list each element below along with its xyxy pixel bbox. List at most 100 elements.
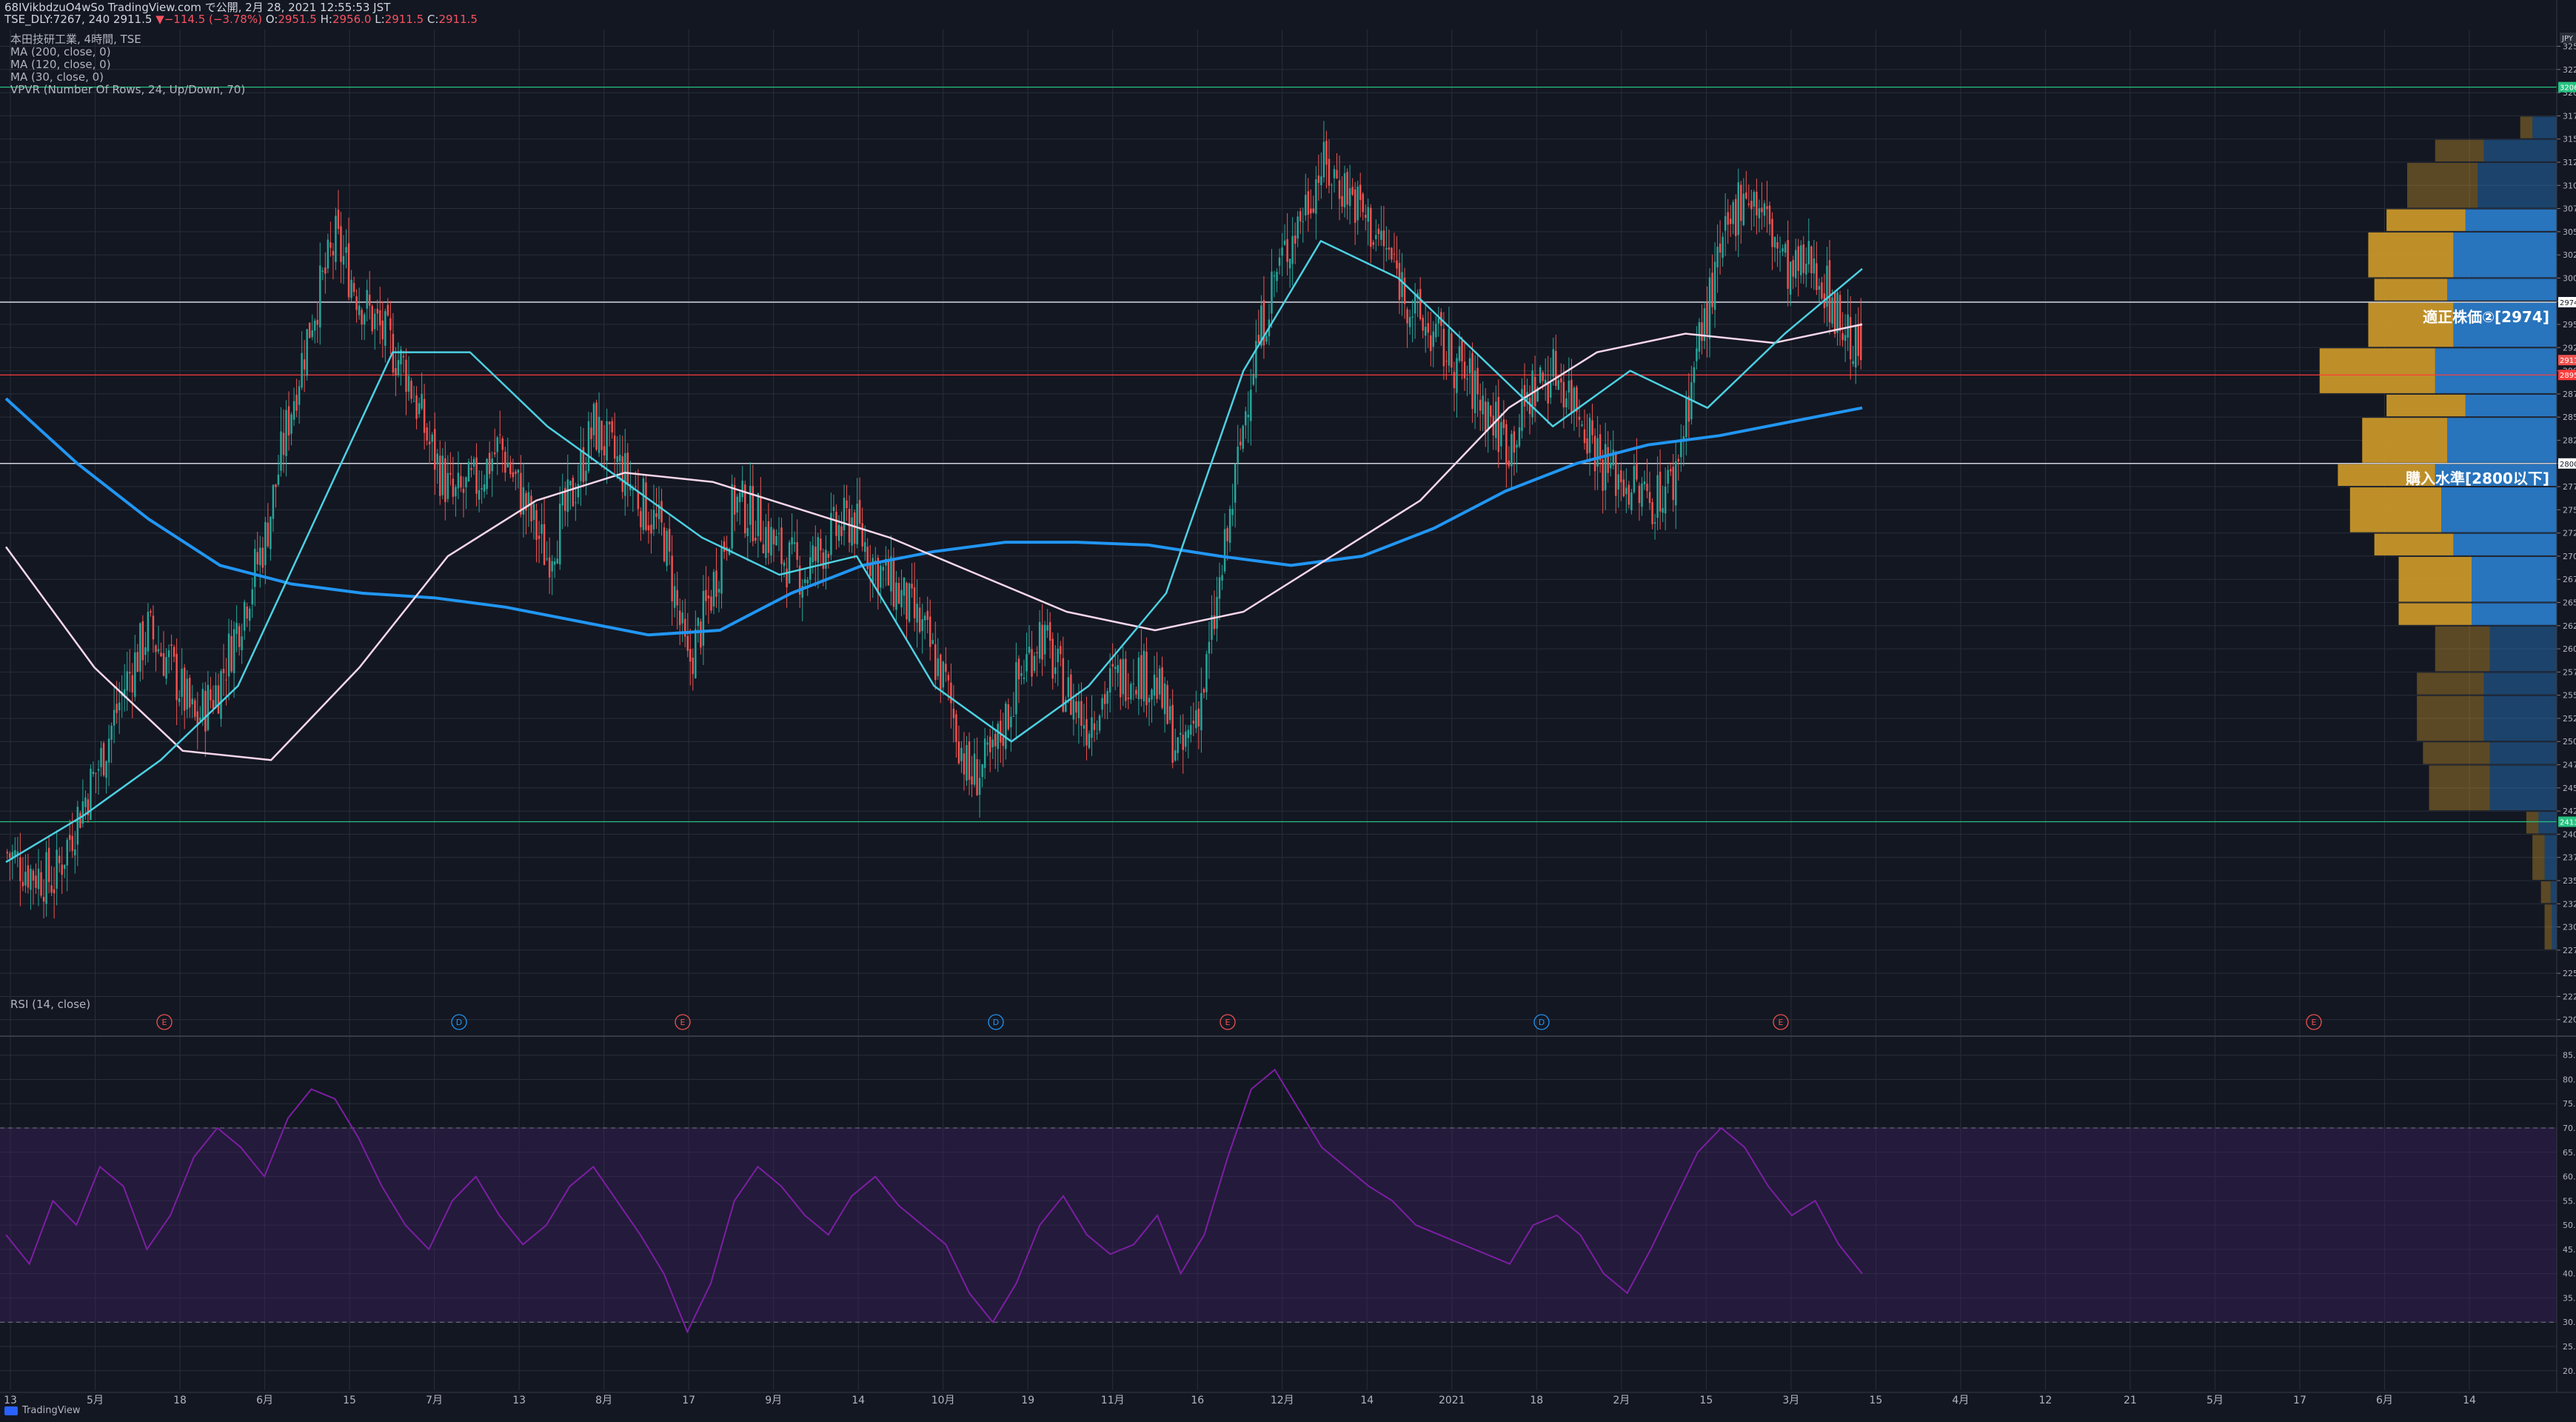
candle-body <box>853 513 856 544</box>
earnings-marker[interactable] <box>2306 1014 2322 1030</box>
legend-rsi[interactable]: RSI (14, close) <box>10 998 91 1011</box>
candle-body <box>1860 323 1862 361</box>
volume-profile-down-bar <box>2368 301 2454 347</box>
currency-tag <box>2560 33 2576 43</box>
candle-body <box>123 689 126 698</box>
legend-ma30[interactable]: MA (30, close, 0) <box>10 70 104 84</box>
candle-body <box>63 864 66 869</box>
volume-profile-down-bar <box>2540 881 2551 904</box>
candle-body <box>61 864 63 875</box>
candle-body <box>118 702 121 711</box>
candle-body <box>436 453 438 464</box>
candle-body <box>165 657 167 679</box>
candle-body <box>1331 184 1333 186</box>
candle-body <box>384 311 387 346</box>
y-tick-label: 3025.0 <box>2563 250 2576 260</box>
candle-body <box>1453 372 1456 389</box>
dividend-marker[interactable] <box>1533 1014 1550 1030</box>
volume-profile-up-bar <box>2453 301 2557 347</box>
candle-body <box>1192 720 1195 724</box>
candle-body <box>1651 502 1653 524</box>
candle-body <box>762 544 765 554</box>
x-tick-label: 14 <box>1360 1395 1374 1406</box>
candle-body <box>319 265 321 328</box>
candle-body <box>139 623 141 672</box>
earnings-marker[interactable] <box>1773 1014 1789 1030</box>
dividend-marker[interactable] <box>451 1014 467 1030</box>
candle-body <box>157 649 160 652</box>
candle-body <box>1307 191 1310 215</box>
candle-body <box>551 561 553 572</box>
volume-profile-down-bar <box>2338 464 2435 487</box>
candle-body <box>892 560 895 607</box>
candle-body <box>603 446 606 455</box>
candle-body <box>410 381 412 399</box>
legend-vpvr[interactable]: VPVR (Number Of Rows, 24, Up/Down, 70) <box>10 83 246 96</box>
candle-body <box>1708 277 1711 339</box>
candle-body <box>900 590 903 607</box>
candle-body <box>1442 328 1445 367</box>
horizontal-lines[interactable] <box>0 87 2557 823</box>
candle-body <box>16 851 19 855</box>
candle-body <box>1802 244 1805 273</box>
price-badge-label: 2895.5 <box>2560 372 2576 380</box>
candle-body <box>210 689 212 701</box>
candle-body <box>1163 683 1166 715</box>
candle-body <box>1380 230 1382 240</box>
legend-ma120[interactable]: MA (120, close, 0) <box>10 58 111 71</box>
candle-body <box>488 453 491 475</box>
candle-body <box>600 420 603 450</box>
candle-body <box>248 608 251 621</box>
candle-body <box>1200 692 1202 731</box>
candle-body <box>663 527 666 561</box>
candle-body <box>340 226 342 262</box>
candle-body <box>1422 318 1424 331</box>
hline-annotation: 購入水準[2800以下] <box>2406 470 2549 487</box>
candle-body <box>136 652 139 672</box>
y-tick-label: 2600.0 <box>2563 644 2576 654</box>
volume-profile-up-bar <box>2489 742 2557 764</box>
candle-body <box>1576 387 1578 413</box>
candle-body <box>1528 398 1531 415</box>
candle-body <box>1080 701 1083 727</box>
earnings-marker[interactable] <box>156 1014 173 1030</box>
candle-body <box>1573 387 1576 412</box>
event-marker-label: E <box>162 1018 167 1027</box>
candle-body <box>76 807 79 845</box>
candle-body <box>81 801 84 824</box>
legend-ma200[interactable]: MA (200, close, 0) <box>10 45 111 59</box>
candle-body <box>707 595 710 599</box>
candle-body <box>452 478 455 497</box>
price-badge <box>2558 458 2576 469</box>
candle-body <box>1729 218 1732 224</box>
candle-body <box>1012 715 1015 717</box>
candle-body <box>650 524 652 534</box>
candle-body <box>1776 241 1779 249</box>
candle-body <box>1646 484 1648 491</box>
candle-body <box>866 547 869 570</box>
candle-body <box>1591 420 1593 435</box>
tradingview-logo[interactable]: TradingView <box>4 1405 81 1416</box>
volume-profile-down-bar <box>2319 348 2435 393</box>
candle-body <box>1388 247 1391 250</box>
candle-body <box>770 527 772 555</box>
candle-body <box>971 776 973 785</box>
candle-body <box>731 484 733 549</box>
legend-symbol[interactable]: 本田技研工業, 4時間, TSE <box>10 33 141 46</box>
dividend-marker[interactable] <box>988 1014 1004 1030</box>
candle-body <box>147 612 150 652</box>
candle-body <box>767 521 770 553</box>
earnings-marker[interactable] <box>675 1014 691 1030</box>
x-tick-label: 5月 <box>2207 1395 2224 1406</box>
earnings-marker[interactable] <box>1220 1014 1236 1030</box>
annotations[interactable]: 適正株価②[2974] 購入水準[2800以下] <box>2406 308 2549 487</box>
price-badge <box>2558 816 2576 827</box>
candle-body <box>1771 218 1773 247</box>
candle-body <box>491 458 493 472</box>
candle-body <box>58 855 61 864</box>
candle-body <box>1028 647 1031 653</box>
